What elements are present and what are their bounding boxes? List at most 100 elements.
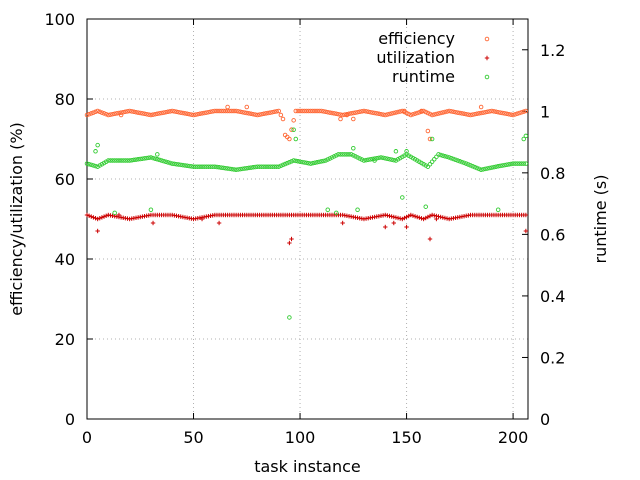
runtime-point [357, 156, 362, 161]
efficiency-point [270, 109, 275, 115]
efficiency-point [457, 110, 463, 116]
runtime-point [93, 163, 98, 169]
efficiency-point [412, 111, 418, 116]
runtime-point [84, 161, 90, 166]
efficiency-point [329, 110, 335, 116]
runtime-point [182, 163, 188, 168]
runtime-point [436, 152, 441, 157]
utilization-point [287, 240, 292, 246]
efficiency-point [466, 112, 471, 117]
efficiency-point [135, 110, 141, 115]
utilization-point [523, 212, 529, 218]
grid-lines [87, 19, 528, 419]
efficiency-point [127, 108, 132, 114]
runtime-point [263, 164, 269, 169]
utilization-point [95, 216, 100, 222]
runtime-point [389, 157, 394, 162]
runtime-point [308, 161, 313, 166]
runtime-point [504, 162, 509, 168]
efficiency-point [336, 111, 341, 117]
efficiency-point [195, 111, 201, 117]
utilization-point [289, 236, 294, 242]
runtime-point [148, 155, 154, 160]
efficiency-point [406, 111, 411, 117]
runtime-point [393, 149, 399, 154]
runtime-point [91, 163, 96, 168]
runtime-point [463, 161, 469, 166]
efficiency-point [229, 108, 235, 114]
runtime-point [495, 207, 501, 213]
efficiency-point [425, 110, 431, 116]
efficiency-point [287, 136, 292, 142]
runtime-point [293, 158, 299, 164]
utilization-point [419, 216, 424, 221]
runtime-point [150, 155, 156, 161]
runtime-point [378, 155, 384, 160]
efficiency-point [155, 111, 160, 117]
efficiency-point [380, 112, 386, 117]
runtime-point [86, 161, 92, 167]
runtime-point [225, 166, 230, 171]
runtime-point [302, 160, 307, 165]
efficiency-point [368, 109, 373, 115]
efficiency-point [478, 110, 484, 116]
runtime-point [138, 156, 143, 162]
efficiency-point [150, 112, 156, 117]
efficiency-point [199, 111, 205, 116]
y2-tick-label: 0 [540, 410, 550, 429]
y2-tick-label: 0.4 [540, 287, 565, 306]
runtime-point [165, 160, 171, 165]
efficiency-point [223, 108, 228, 114]
efficiency-point [152, 111, 158, 117]
runtime-point [129, 157, 134, 163]
efficiency-point [197, 111, 203, 117]
efficiency-point [140, 111, 145, 116]
utilization-point [400, 216, 405, 222]
runtime-point [274, 164, 279, 169]
efficiency-point [487, 109, 492, 114]
legend-marker-utilization [484, 55, 490, 61]
efficiency-point [449, 109, 454, 114]
runtime-point [329, 155, 335, 160]
efficiency-point [144, 111, 149, 117]
runtime-point [253, 164, 258, 170]
efficiency-point [272, 109, 277, 115]
efficiency-point [519, 110, 524, 115]
efficiency-point [304, 108, 309, 114]
runtime-point [229, 166, 235, 172]
efficiency-point [321, 109, 326, 114]
efficiency-point [376, 111, 382, 117]
runtime-point [291, 158, 296, 163]
runtime-point [169, 161, 175, 166]
runtime-point [376, 155, 382, 161]
runtime-point [176, 162, 181, 167]
runtime-point [238, 166, 243, 172]
runtime-point [506, 162, 512, 167]
efficiency-point [506, 111, 512, 117]
y2-tick-label: 1.2 [540, 41, 565, 60]
efficiency-point [133, 109, 139, 115]
runtime-point [208, 164, 213, 169]
efficiency-point [225, 104, 230, 110]
runtime-point [353, 154, 358, 159]
efficiency-point [242, 110, 247, 115]
runtime-point [449, 155, 454, 161]
efficiency-point [221, 108, 226, 114]
runtime-point [195, 164, 201, 169]
runtime-point [355, 207, 360, 213]
efficiency-point [180, 110, 186, 116]
runtime-point [368, 157, 373, 162]
efficiency-point [91, 110, 96, 115]
efficiency-point [436, 111, 441, 116]
efficiency-point [248, 111, 254, 117]
efficiency-point [165, 109, 171, 115]
efficiency-point [423, 109, 428, 115]
efficiency-point [184, 111, 190, 117]
runtime-point [363, 157, 369, 163]
efficiency-point [233, 108, 239, 114]
utilization-point [199, 216, 205, 222]
runtime-point [108, 158, 113, 163]
utilization-point [89, 214, 94, 219]
efficiency-point [498, 110, 503, 115]
runtime-point [223, 165, 228, 171]
